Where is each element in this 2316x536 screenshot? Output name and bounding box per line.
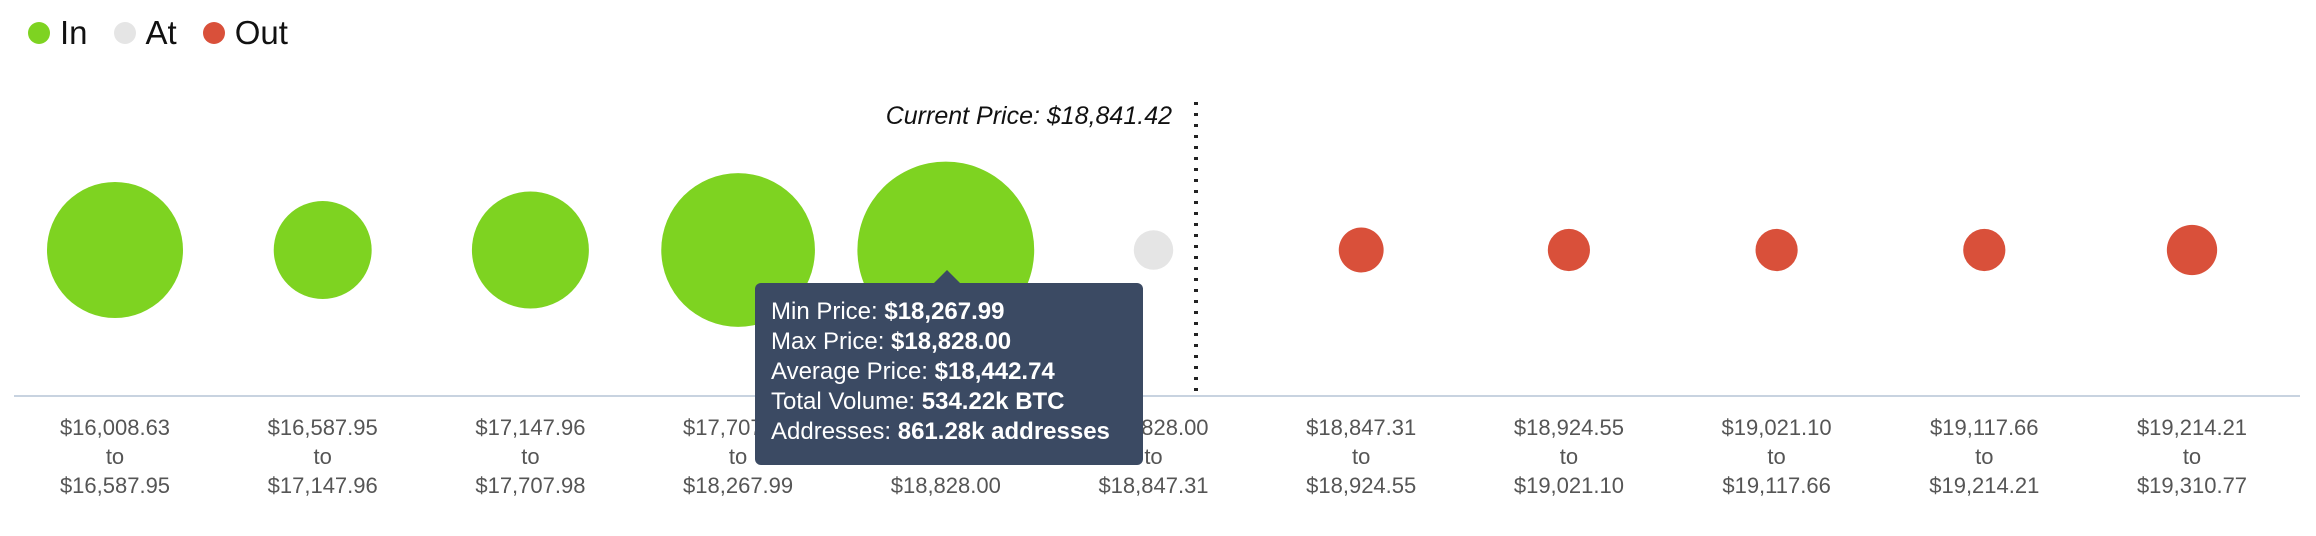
legend-item-at[interactable]: At <box>113 14 177 52</box>
tick-label: $17,147.96 <box>475 415 585 440</box>
tick-label: $17,707.98 <box>475 473 585 498</box>
tick-label: $19,021.10 <box>1514 473 1624 498</box>
legend-label-in: In <box>60 14 88 51</box>
bubble-out[interactable] <box>1547 228 1590 272</box>
bubble-in[interactable] <box>471 191 589 309</box>
tick-label: to <box>314 444 332 469</box>
tooltip: Min Price: $18,267.99 Max Price: $18,828… <box>755 270 1143 465</box>
tooltip-average-price: Average Price: $18,442.74 <box>771 358 1055 385</box>
tooltip-total-volume: Total Volume: 534.22k BTC <box>771 388 1065 415</box>
tick-label: $16,587.95 <box>268 415 378 440</box>
tick-label: $18,847.31 <box>1098 473 1208 498</box>
tooltip-max-price: Max Price: $18,828.00 <box>771 328 1012 355</box>
legend-item-in[interactable]: In <box>28 14 88 52</box>
legend-item-out[interactable]: Out <box>202 14 288 52</box>
legend-label-out: Out <box>234 14 288 51</box>
tick-label: $16,587.95 <box>60 473 170 498</box>
bubble-at[interactable] <box>1133 230 1174 270</box>
tick-label: $18,924.55 <box>1306 473 1416 498</box>
bubble-in[interactable] <box>273 201 372 299</box>
tick-label: $19,117.66 <box>1722 473 1830 498</box>
tick-label: $19,214.21 <box>2137 415 2247 440</box>
tick-label: $17,147.96 <box>268 473 378 498</box>
bubble-out[interactable] <box>1338 227 1384 273</box>
tooltip-min-price: Min Price: $18,267.99 <box>771 298 1005 325</box>
bubble-out[interactable] <box>2166 224 2218 276</box>
tick-label: to <box>106 444 124 469</box>
bubble-in[interactable] <box>47 182 183 318</box>
legend-dot-out <box>202 22 225 44</box>
bubble-out[interactable] <box>1755 228 1798 272</box>
legend-dot-in <box>28 22 50 44</box>
current-price-label: Current Price: $18,841.42 <box>886 102 1172 130</box>
tick-label: $16,008.63 <box>60 415 170 440</box>
tick-label: $18,828.00 <box>891 473 1001 498</box>
tick-label: to <box>729 444 747 469</box>
tick-label: to <box>1975 444 1993 469</box>
tick-label: $19,310.77 <box>2137 473 2247 498</box>
tick-label: $19,214.21 <box>1929 473 2039 498</box>
tick-label: to <box>1560 444 1578 469</box>
tick-label: to <box>521 444 539 469</box>
tick-label: $18,847.31 <box>1306 415 1416 440</box>
legend-dot-at <box>113 22 136 44</box>
legend: In At Out <box>28 14 288 52</box>
tick-label: to <box>1352 444 1370 469</box>
tick-label: $19,021.10 <box>1722 415 1832 440</box>
legend-label-at: At <box>145 14 177 51</box>
tick-label: to <box>1767 444 1785 469</box>
tick-label: to <box>1144 444 1162 469</box>
tick-label: $18,924.55 <box>1514 415 1624 440</box>
tooltip-addresses: Addresses: 861.28k addresses <box>771 418 1110 445</box>
bubble-out[interactable] <box>1963 228 2006 272</box>
tick-label: $18,267.99 <box>683 473 793 498</box>
tick-label: to <box>2183 444 2201 469</box>
tick-label: $19,117.66 <box>1930 415 2038 440</box>
